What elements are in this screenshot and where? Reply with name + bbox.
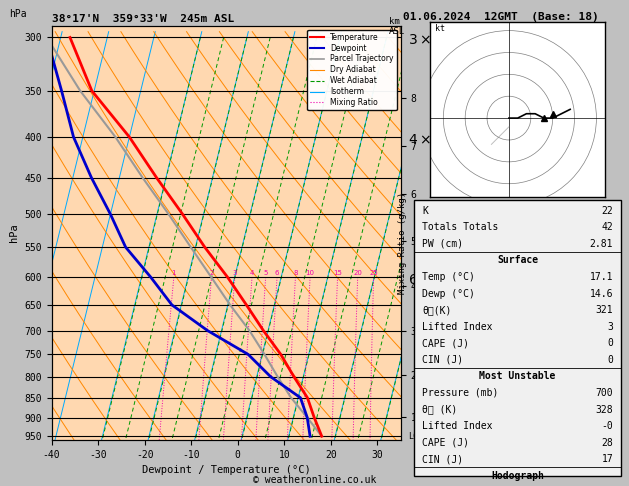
Text: CIN (J): CIN (J) bbox=[422, 355, 464, 365]
Text: θᴇ (K): θᴇ (K) bbox=[422, 404, 457, 415]
X-axis label: Dewpoint / Temperature (°C): Dewpoint / Temperature (°C) bbox=[142, 465, 311, 475]
Text: 1: 1 bbox=[172, 270, 176, 276]
Text: 5: 5 bbox=[264, 270, 268, 276]
Text: Most Unstable: Most Unstable bbox=[479, 371, 556, 382]
Text: Lifted Index: Lifted Index bbox=[422, 421, 493, 431]
Text: PW (cm): PW (cm) bbox=[422, 239, 464, 249]
Text: 8: 8 bbox=[293, 270, 298, 276]
Text: 3: 3 bbox=[607, 322, 613, 331]
Text: Mixing Ratio (g/kg): Mixing Ratio (g/kg) bbox=[398, 192, 407, 294]
Text: 2.81: 2.81 bbox=[589, 239, 613, 249]
Text: 38°17'N  359°33'W  245m ASL: 38°17'N 359°33'W 245m ASL bbox=[52, 14, 234, 24]
Text: 15: 15 bbox=[333, 270, 342, 276]
Text: © weatheronline.co.uk: © weatheronline.co.uk bbox=[253, 474, 376, 485]
Text: 22: 22 bbox=[601, 206, 613, 216]
Y-axis label: km
ASL: km ASL bbox=[460, 224, 482, 242]
Text: 14.6: 14.6 bbox=[589, 289, 613, 298]
Text: Hodograph: Hodograph bbox=[491, 471, 544, 481]
Text: 0: 0 bbox=[607, 338, 613, 348]
Text: 20: 20 bbox=[353, 270, 362, 276]
Text: 42: 42 bbox=[601, 222, 613, 232]
Text: LCL: LCL bbox=[408, 432, 423, 441]
Text: Lifted Index: Lifted Index bbox=[422, 322, 493, 331]
Text: Dewp (°C): Dewp (°C) bbox=[422, 289, 475, 298]
Text: 700: 700 bbox=[596, 388, 613, 398]
Text: 0: 0 bbox=[607, 355, 613, 365]
Legend: Temperature, Dewpoint, Parcel Trajectory, Dry Adiabat, Wet Adiabat, Isotherm, Mi: Temperature, Dewpoint, Parcel Trajectory… bbox=[308, 30, 397, 110]
Text: 17: 17 bbox=[601, 454, 613, 464]
Text: 3: 3 bbox=[233, 270, 237, 276]
Text: kt: kt bbox=[435, 24, 445, 33]
Text: θᴇ(K): θᴇ(K) bbox=[422, 305, 452, 315]
Text: 328: 328 bbox=[596, 404, 613, 415]
Text: 17.1: 17.1 bbox=[589, 272, 613, 282]
Text: hPa: hPa bbox=[9, 9, 27, 19]
Text: CIN (J): CIN (J) bbox=[422, 454, 464, 464]
Text: Totals Totals: Totals Totals bbox=[422, 222, 499, 232]
Text: CAPE (J): CAPE (J) bbox=[422, 437, 469, 448]
Text: 321: 321 bbox=[596, 305, 613, 315]
Y-axis label: hPa: hPa bbox=[9, 224, 19, 242]
Text: 25: 25 bbox=[369, 270, 378, 276]
Text: 4: 4 bbox=[250, 270, 254, 276]
Text: km
ASL: km ASL bbox=[389, 17, 405, 36]
Text: Pressure (mb): Pressure (mb) bbox=[422, 388, 499, 398]
Text: 6: 6 bbox=[275, 270, 279, 276]
FancyBboxPatch shape bbox=[414, 200, 621, 476]
Text: 28: 28 bbox=[601, 437, 613, 448]
Text: K: K bbox=[422, 206, 428, 216]
Text: Surface: Surface bbox=[497, 256, 538, 265]
Text: Temp (°C): Temp (°C) bbox=[422, 272, 475, 282]
Text: 01.06.2024  12GMT  (Base: 18): 01.06.2024 12GMT (Base: 18) bbox=[403, 12, 598, 22]
Text: -0: -0 bbox=[601, 421, 613, 431]
Text: CAPE (J): CAPE (J) bbox=[422, 338, 469, 348]
Text: 10: 10 bbox=[306, 270, 314, 276]
Text: 2: 2 bbox=[209, 270, 214, 276]
